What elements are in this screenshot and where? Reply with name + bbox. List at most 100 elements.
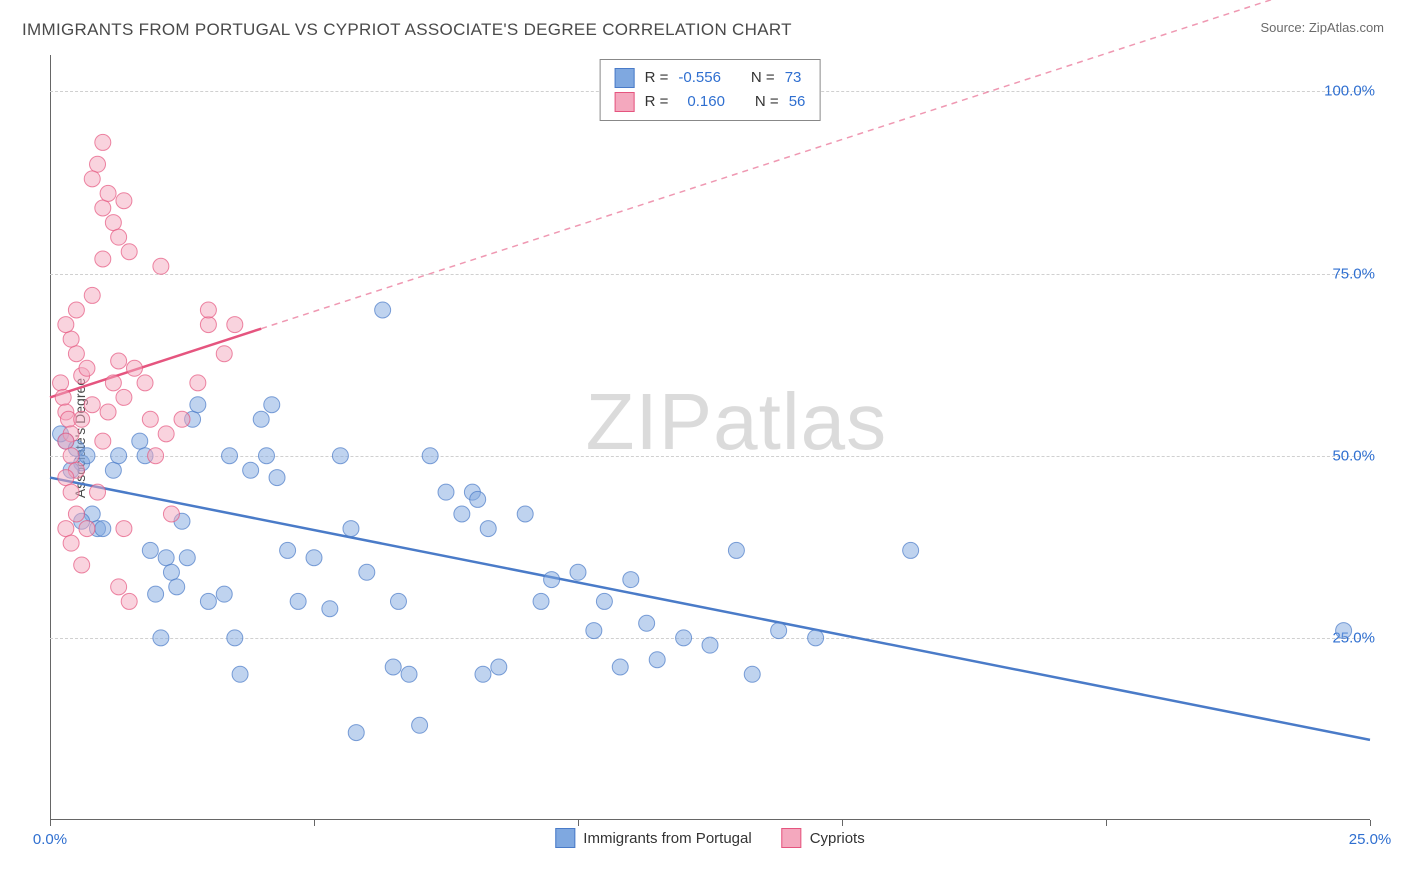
data-point	[148, 586, 164, 602]
data-point	[68, 506, 84, 522]
x-tick	[314, 820, 315, 826]
data-point	[639, 615, 655, 631]
swatch-portugal	[615, 68, 635, 88]
data-point	[74, 411, 90, 427]
r-label: R =	[645, 66, 669, 90]
x-tick	[842, 820, 843, 826]
data-point	[100, 185, 116, 201]
data-point	[79, 360, 95, 376]
data-point	[359, 564, 375, 580]
r-value-portugal: -0.556	[678, 66, 721, 90]
data-point	[116, 389, 132, 405]
data-point	[90, 156, 106, 172]
n-label: N =	[751, 66, 775, 90]
data-point	[142, 542, 158, 558]
data-point	[142, 411, 158, 427]
x-tick	[578, 820, 579, 826]
data-point	[79, 448, 95, 464]
data-point	[74, 557, 90, 573]
data-point	[58, 433, 74, 449]
data-point	[596, 593, 612, 609]
data-point	[116, 521, 132, 537]
data-point	[111, 579, 127, 595]
series-legend: Immigrants from Portugal Cypriots	[555, 828, 864, 848]
data-point	[475, 666, 491, 682]
data-point	[390, 593, 406, 609]
data-point	[454, 506, 470, 522]
data-point	[290, 593, 306, 609]
chart-title: IMMIGRANTS FROM PORTUGAL VS CYPRIOT ASSO…	[22, 20, 792, 40]
data-point	[169, 579, 185, 595]
data-point	[105, 375, 121, 391]
legend-item-portugal: Immigrants from Portugal	[555, 828, 751, 848]
data-point	[306, 550, 322, 566]
x-tick-label: 0.0%	[33, 831, 67, 848]
data-point	[200, 302, 216, 318]
x-tick-label: 25.0%	[1349, 831, 1392, 848]
data-point	[253, 411, 269, 427]
swatch-cypriots	[782, 828, 802, 848]
data-point	[269, 470, 285, 486]
data-point	[121, 593, 137, 609]
data-point	[728, 542, 744, 558]
data-point	[544, 572, 560, 588]
data-point	[348, 725, 364, 741]
data-point	[200, 317, 216, 333]
data-point	[903, 542, 919, 558]
data-point	[264, 397, 280, 413]
data-point	[190, 397, 206, 413]
x-tick	[50, 820, 51, 826]
scatter-plot: ZIPatlas 25.0%50.0%75.0%100.0%0.0%25.0%	[50, 55, 1370, 820]
data-point	[243, 462, 259, 478]
data-point	[148, 448, 164, 464]
data-point	[84, 397, 100, 413]
data-point	[63, 448, 79, 464]
x-tick	[1370, 820, 1371, 826]
data-point	[137, 375, 153, 391]
data-point	[158, 426, 174, 442]
r-label: R =	[645, 90, 669, 114]
data-point	[200, 593, 216, 609]
data-point	[744, 666, 760, 682]
data-point	[111, 448, 127, 464]
data-point	[422, 448, 438, 464]
data-point	[100, 404, 116, 420]
data-point	[227, 317, 243, 333]
n-value-cypriots: 56	[789, 90, 806, 114]
data-point	[808, 630, 824, 646]
data-point	[470, 491, 486, 507]
data-point	[491, 659, 507, 675]
data-point	[375, 302, 391, 318]
data-point	[174, 411, 190, 427]
plot-svg	[50, 55, 1370, 820]
data-point	[280, 542, 296, 558]
x-tick	[1106, 820, 1107, 826]
regression-line-dashed	[261, 0, 1370, 329]
data-point	[163, 564, 179, 580]
data-point	[702, 637, 718, 653]
data-point	[58, 317, 74, 333]
data-point	[676, 630, 692, 646]
data-point	[322, 601, 338, 617]
data-point	[227, 630, 243, 646]
data-point	[158, 550, 174, 566]
data-point	[55, 389, 71, 405]
data-point	[95, 200, 111, 216]
data-point	[570, 564, 586, 580]
legend-row-portugal: R = -0.556 N = 73	[615, 66, 806, 90]
data-point	[343, 521, 359, 537]
data-point	[95, 433, 111, 449]
data-point	[63, 331, 79, 347]
legend-row-cypriots: R = 0.160 N = 56	[615, 90, 806, 114]
data-point	[68, 346, 84, 362]
data-point	[132, 433, 148, 449]
data-point	[58, 470, 74, 486]
data-point	[1336, 623, 1352, 639]
data-point	[385, 659, 401, 675]
data-point	[63, 535, 79, 551]
data-point	[95, 251, 111, 267]
data-point	[153, 258, 169, 274]
data-point	[258, 448, 274, 464]
data-point	[84, 171, 100, 187]
data-point	[438, 484, 454, 500]
